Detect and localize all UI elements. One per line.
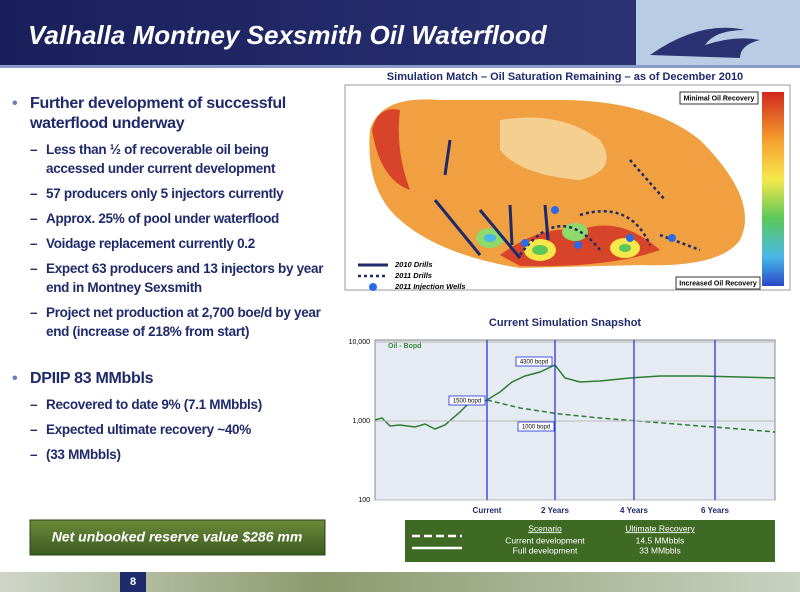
annotation-box — [517, 421, 555, 432]
callout-box — [29, 519, 326, 556]
annotation-box — [515, 356, 553, 367]
chart-title: Current Simulation Snapshot — [489, 317, 642, 329]
y-tick-label: 100 — [358, 497, 370, 504]
legend-label: 2010 Drills — [394, 260, 433, 269]
table-cell: Full development — [513, 545, 578, 555]
sub-bullet: Less than ½ of recoverable oil being acc… — [12, 140, 330, 178]
x-label: 4 Years — [620, 506, 648, 515]
legend-label: 2011 Injection Wells — [394, 282, 466, 291]
map-zone — [500, 117, 607, 180]
annotation-box — [448, 395, 486, 406]
annotation: 1500 bopd — [453, 399, 481, 405]
bullet: DPIIP 83 MMbbls — [12, 369, 330, 389]
x-label: Current — [473, 506, 502, 515]
map-drills — [433, 139, 550, 259]
annotation: 1000 bopd — [522, 425, 550, 431]
legend-swatch — [369, 283, 377, 291]
scenario-box — [405, 520, 775, 562]
header-rule — [0, 65, 800, 68]
map-label-box — [679, 91, 759, 105]
map-title: Simulation Match – Oil Saturation Remain… — [387, 71, 743, 83]
sub-bullet: Expected ultimate recovery ~40% — [12, 420, 330, 439]
current-development-curve — [486, 399, 776, 433]
map-zone — [372, 109, 410, 190]
sub-bullet: Voidage replacement currently 0.2 — [12, 234, 330, 253]
table-header: Scenario — [528, 523, 562, 533]
x-label: 6 Years — [701, 506, 729, 515]
table-header: Ultimate Recovery — [625, 523, 695, 533]
sub-bullet: Recovered to date 9% (7.1 MMbbls) — [12, 395, 330, 414]
chart: Oil - Bopd 10,000 1,000 100 Current 2 Years 4… — [349, 339, 776, 515]
map-spots — [476, 223, 640, 261]
footer-strip — [0, 572, 800, 592]
slide-title: Valhalla Montney Sexsmith Oil Waterflood — [28, 20, 548, 50]
sub-bullet: Project net production at 2,700 boe/d by… — [12, 303, 330, 341]
sub-bullet: Approx. 25% of pool under waterflood — [12, 209, 330, 228]
bullet: Further development of successful waterf… — [12, 94, 330, 134]
sub-bullet: (33 MMbbls) — [12, 445, 330, 464]
x-label: 2 Years — [541, 506, 569, 515]
map-injection-wells — [521, 206, 676, 249]
color-bar — [762, 92, 784, 286]
sub-bullet: 57 producers only 5 injectors currently — [12, 184, 330, 203]
legend-label: 2011 Drills — [394, 271, 432, 280]
table-cell: 14.5 MMbbls — [636, 535, 685, 545]
bullet-list: Further development of successful waterf… — [12, 94, 330, 470]
header-band — [0, 0, 636, 65]
map-pool — [369, 99, 745, 268]
scenario-table: Scenario Ultimate Recovery Current develop… — [505, 523, 695, 555]
table-cell: 33 MMbbls — [639, 545, 681, 555]
map-label: Minimal Oil Recovery — [684, 95, 755, 102]
map-label-box — [675, 276, 761, 290]
map-label: Increased Oil Recovery — [679, 280, 757, 287]
page-number: 8 — [130, 576, 136, 588]
logo-wave — [650, 27, 760, 58]
series-label: Oil - Bopd — [388, 343, 421, 350]
callout: Net unbooked reserve value $286 mm — [52, 529, 303, 545]
full-development-curve — [374, 364, 776, 430]
table-cell: Current development — [505, 535, 585, 545]
sub-bullet: Expect 63 producers and 13 injectors by … — [12, 259, 330, 297]
y-tick-label: 1,000 — [352, 418, 370, 425]
y-tick-label: 10,000 — [349, 339, 371, 346]
page-box — [120, 572, 146, 592]
plot-area — [374, 339, 776, 501]
annotation: 4300 bopd — [520, 360, 548, 366]
